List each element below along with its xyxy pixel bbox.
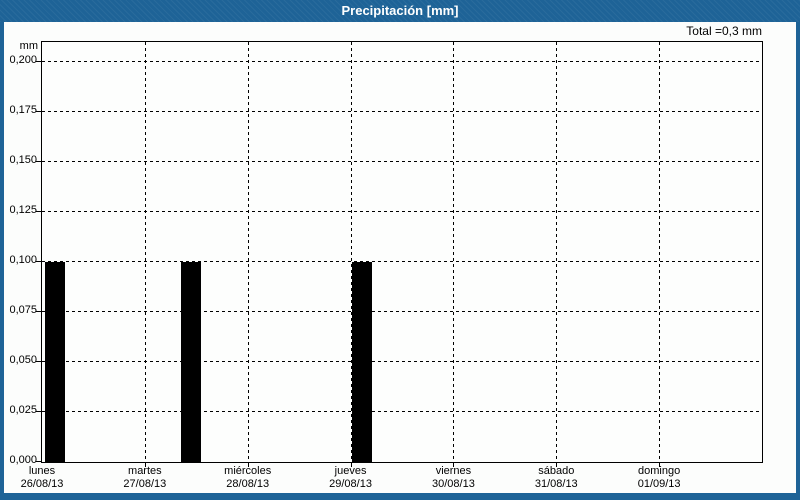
x-date-label: 27/08/13 — [123, 478, 167, 490]
v-gridline — [556, 42, 557, 462]
h-gridline — [42, 411, 762, 412]
total-annotation: Total =0,3 mm — [686, 24, 762, 38]
chart-title: Precipitación [mm] — [341, 3, 459, 18]
x-day-label: domingo — [638, 465, 681, 477]
x-axis-tick — [248, 463, 249, 467]
x-axis-tick — [145, 463, 146, 467]
y-axis-tick — [36, 411, 41, 412]
x-day-label: jueves — [334, 465, 367, 477]
h-gridline — [42, 311, 762, 312]
h-gridline — [42, 111, 762, 112]
y-tick-label: 0,075 — [9, 304, 37, 316]
y-axis-tick — [36, 211, 41, 212]
x-date-label: 31/08/13 — [534, 478, 578, 490]
plot-area — [41, 41, 763, 463]
x-day-label: viernes — [435, 465, 472, 477]
v-gridline — [453, 42, 454, 462]
x-day-label: lunes — [28, 465, 56, 477]
window-frame-bottom — [0, 493, 800, 500]
v-gridline — [351, 42, 352, 462]
h-gridline — [42, 161, 762, 162]
y-tick-label: 0,050 — [9, 354, 37, 366]
v-gridline — [145, 42, 146, 462]
x-axis-tick — [453, 463, 454, 467]
x-day-label: miércoles — [224, 465, 272, 477]
y-tick-label: 0,175 — [9, 104, 37, 116]
y-tick-label: 0,200 — [9, 54, 37, 66]
y-axis-tick — [36, 161, 41, 162]
y-axis-tick — [36, 111, 41, 112]
chart-title-bar: Precipitación [mm] — [0, 0, 800, 22]
x-date-label: 26/08/13 — [20, 478, 64, 490]
v-gridline — [659, 42, 660, 462]
y-tick-label: 0,025 — [9, 404, 37, 416]
y-tick-label: 0,125 — [9, 204, 37, 216]
y-axis-tick — [36, 61, 41, 62]
h-gridline — [42, 211, 762, 212]
y-axis-unit-label: mm — [19, 40, 38, 52]
y-axis-tick — [36, 311, 41, 312]
y-axis-tick — [36, 261, 41, 262]
v-gridline — [248, 42, 249, 462]
h-gridline — [42, 361, 762, 362]
x-axis-tick — [351, 463, 352, 467]
x-date-label: 28/08/13 — [226, 478, 270, 490]
precip-bar — [180, 262, 201, 462]
window-frame-right — [796, 22, 800, 500]
y-axis-tick — [36, 461, 41, 462]
x-date-label: 01/09/13 — [637, 478, 681, 490]
h-gridline — [42, 261, 762, 262]
x-axis-tick — [556, 463, 557, 467]
x-date-label: 30/08/13 — [432, 478, 475, 490]
x-day-label: martes — [128, 465, 162, 477]
y-tick-label: 0,100 — [9, 254, 37, 266]
y-tick-label: 0,150 — [9, 154, 37, 166]
y-tick-label: 0,000 — [9, 454, 37, 466]
precip-bar — [352, 262, 372, 462]
window-frame-left — [0, 22, 4, 500]
precip-bar — [44, 262, 65, 462]
h-gridline — [42, 61, 762, 62]
x-date-label: 29/08/13 — [329, 478, 372, 490]
y-axis-tick — [36, 361, 41, 362]
x-axis-tick — [659, 463, 660, 467]
x-day-label: sábado — [538, 465, 575, 477]
